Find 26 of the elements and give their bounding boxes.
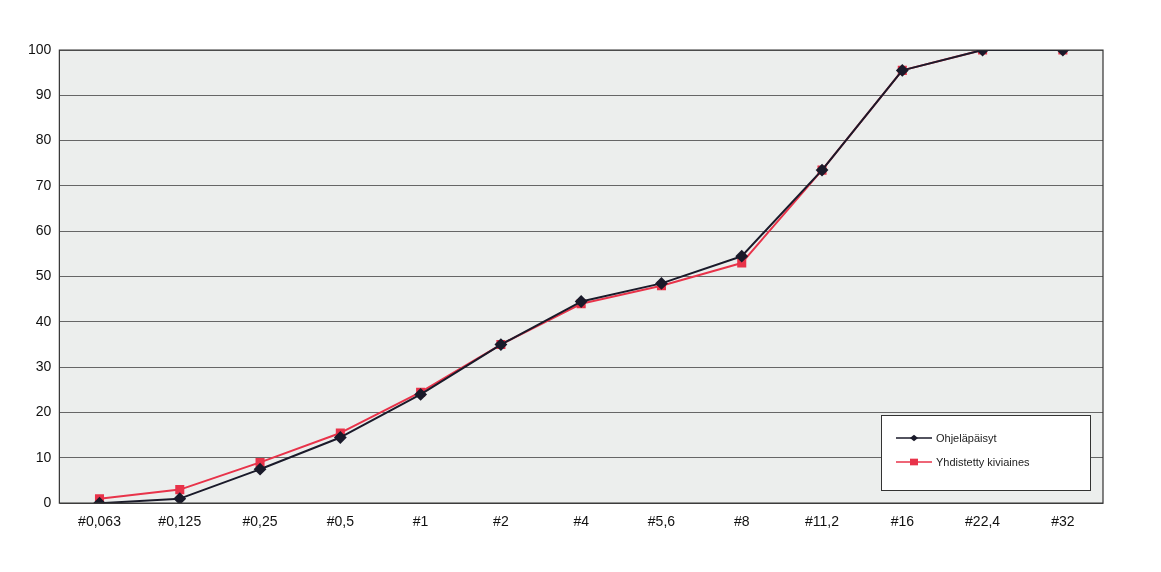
y-tick-label: 10 [35,448,52,465]
y-tick-label: 40 [35,312,52,329]
y-tick-label: 80 [35,131,52,148]
y-tick-label: 50 [35,267,52,284]
x-tick-label: #2 [493,513,509,530]
x-tick-label: #32 [1051,513,1075,530]
y-tick-label: 90 [35,86,52,103]
legend-label: Yhdistetty kiviaines [936,456,1030,469]
x-tick-label: #5,6 [647,513,676,530]
x-tick-label: #4 [573,513,590,530]
y-tick-label: 0 [43,494,52,511]
y-tick-label: 60 [35,222,52,239]
y-tick-label: 20 [35,403,52,420]
x-tick-label: #0,25 [242,513,278,530]
x-tick-label: #1 [412,513,429,530]
y-tick-label: 100 [28,40,52,57]
x-tick-label: #0,125 [158,513,202,530]
x-tick-label: #22,4 [965,513,1001,530]
legend-label: Ohjeläpäisyt [936,432,997,445]
x-tick-label: #11,2 [805,513,840,530]
y-tick-label: 70 [35,176,52,193]
x-tick-label: #0,063 [78,513,122,530]
x-tick-label: #16 [890,513,915,530]
y-tick-label: 30 [35,358,52,375]
x-tick-label: #0,5 [326,513,355,530]
x-tick-label: #8 [733,513,750,530]
